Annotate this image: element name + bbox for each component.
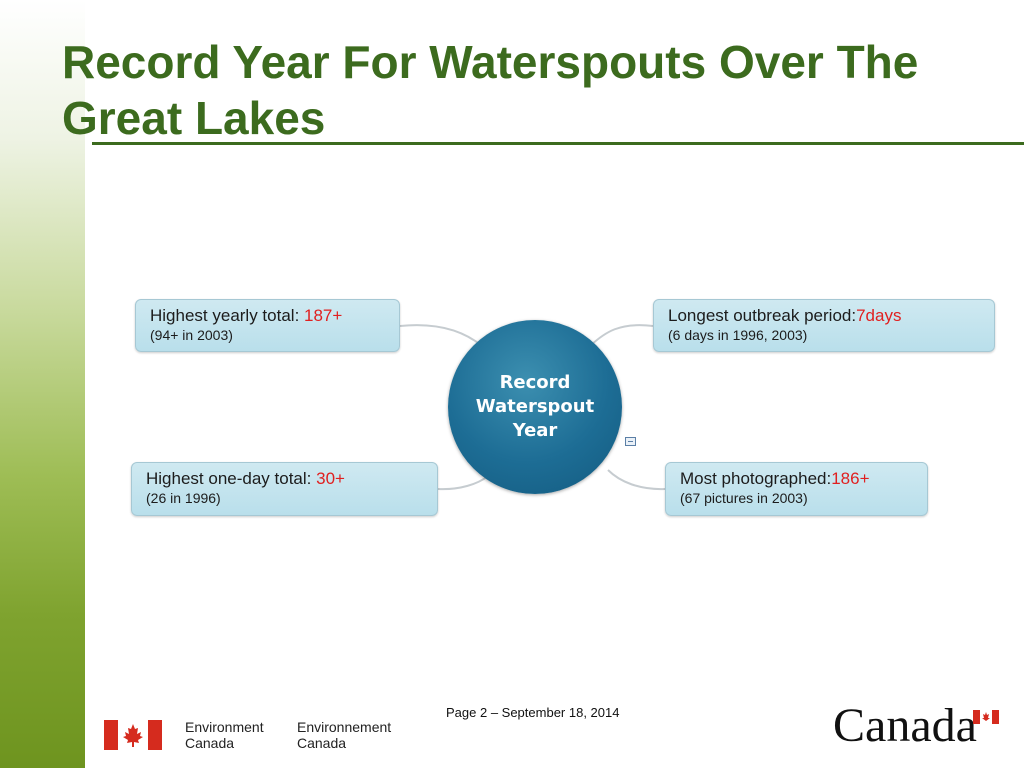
topic-label: Longest outbreak period:	[668, 306, 857, 325]
dept-en-line-1: Environment	[185, 719, 264, 735]
connector-topic-1	[399, 324, 483, 347]
topic-main-line: Highest yearly total: 187+	[150, 306, 385, 326]
topic-longest-outbreak-period: Longest outbreak period:7days (6 days in…	[653, 299, 995, 352]
connector-topic-3	[437, 475, 489, 491]
canada-wordmark: Canada	[833, 699, 977, 752]
wordmark-flag-icon	[973, 710, 999, 724]
topic-value: 30+	[316, 469, 345, 488]
title-underline	[92, 142, 1024, 145]
topic-label: Highest yearly total:	[150, 306, 305, 325]
topic-value: 187+	[304, 306, 343, 325]
slide-title: Record Year For Waterspouts Over The Gre…	[62, 36, 919, 144]
connector-topic-2	[589, 324, 654, 347]
central-topic-label: Record Waterspout Year	[475, 372, 595, 441]
topic-detail: (94+ in 2003)	[150, 327, 233, 343]
connector-topic-4	[607, 469, 666, 491]
topic-main-line: Longest outbreak period:7days	[668, 306, 980, 326]
topic-highest-yearly-total: Highest yearly total: 187+ (94+ in 2003)	[135, 299, 400, 352]
topic-detail: (6 days in 1996, 2003)	[668, 327, 808, 343]
topic-detail: (26 in 1996)	[146, 490, 221, 506]
side-gradient-bar	[0, 0, 85, 768]
topic-value: 186+	[831, 469, 870, 488]
dept-fr-line-1: Environnement	[297, 719, 392, 735]
topic-label: Highest one-day total:	[146, 469, 317, 488]
note-icon[interactable]	[625, 437, 636, 446]
canada-flag-icon	[104, 720, 162, 750]
dept-fr-line-2: Canada	[297, 735, 347, 751]
department-name-french: Environnement Canada	[297, 719, 391, 751]
topic-most-photographed: Most photographed:186+ (67 pictures in 2…	[665, 462, 928, 516]
page-number-date: Page 2 – September 18, 2014	[446, 705, 620, 720]
topic-main-line: Highest one-day total: 30+	[146, 469, 423, 489]
topic-label: Most photographed:	[680, 469, 832, 488]
central-topic: Record Waterspout Year	[448, 320, 622, 494]
topic-value: 7days	[856, 306, 902, 325]
topic-detail: (67 pictures in 2003)	[680, 490, 808, 506]
topic-highest-one-day-total: Highest one-day total: 30+ (26 in 1996)	[131, 462, 438, 516]
topic-main-line: Most photographed:186+	[680, 469, 913, 489]
dept-en-line-2: Canada	[185, 735, 235, 751]
department-name-english: Environment Canada	[185, 719, 264, 751]
